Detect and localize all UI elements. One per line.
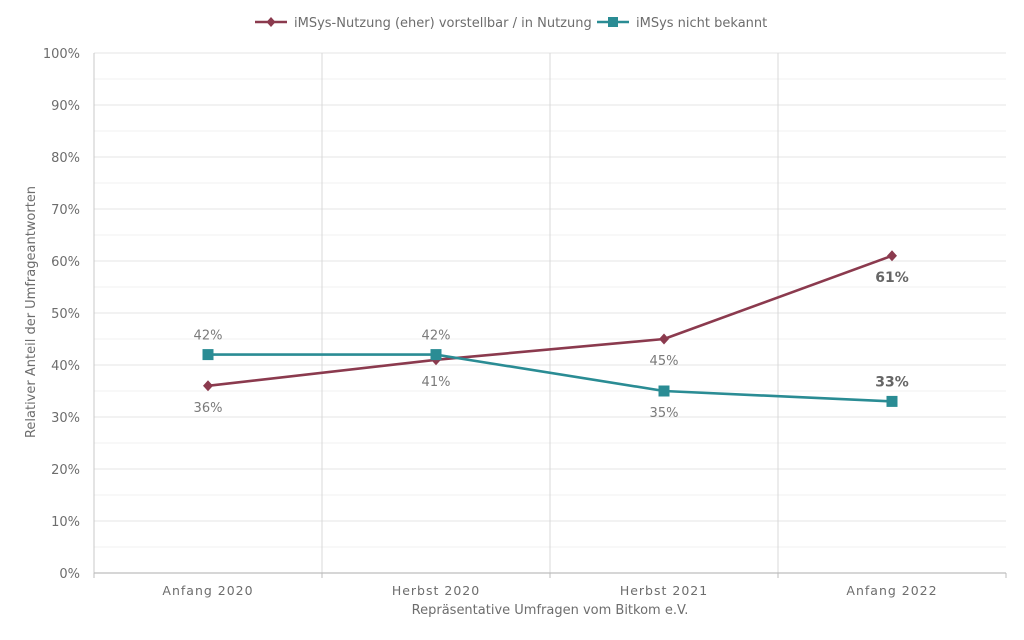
x-tick-label: Herbst 2020 [392,583,480,598]
x-tick-label: Herbst 2021 [620,583,708,598]
x-axis-title: Repräsentative Umfragen vom Bitkom e.V. [412,603,689,618]
data-point-marker [886,395,898,407]
data-label: 35% [650,406,679,421]
data-point-marker [887,250,897,262]
data-point-marker [659,333,669,345]
data-label: 33% [875,374,909,390]
y-tick-label: 20% [51,463,80,478]
y-tick-label: 40% [51,359,80,374]
x-tick-label: Anfang 2020 [162,583,253,598]
legend-label: iMSys-Nutzung (eher) vorstellbar / in Nu… [294,16,592,31]
data-label: 42% [422,329,451,344]
legend: iMSys-Nutzung (eher) vorstellbar / in Nu… [255,16,767,31]
series-line [206,254,894,388]
data-point-marker [658,385,670,397]
legend-marker [266,17,276,27]
data-label: 45% [650,354,679,369]
y-tick-label: 10% [51,515,80,530]
y-tick-label: 50% [51,307,80,322]
y-tick-label: 70% [51,203,80,218]
y-tick-label: 100% [43,47,80,62]
data-point-marker [203,380,213,392]
data-point-marker [430,349,442,361]
axis-layer: 0% 10% 20% 30% 40% 50% 60% 70% 80% 90% 100% Anfang … [43,47,1007,598]
y-tick-label: 80% [51,151,80,166]
data-label: 41% [422,375,451,390]
series-line [206,353,894,403]
x-tick-label: Anfang 2022 [846,583,937,598]
data-label: 42% [194,329,223,344]
data-label: 36% [194,401,223,416]
series-layer [202,250,898,407]
data-label-layer: 36% 41% 45% 61% 42% 42% 35% 33% [194,270,909,421]
y-tick-label: 60% [51,255,80,270]
legend-marker [608,17,618,27]
y-tick-label: 30% [51,411,80,426]
y-axis-title: Relativer Anteil der Umfrageantworten [24,186,39,438]
legend-label: iMSys nicht bekannt [636,16,767,31]
data-label: 61% [875,270,909,286]
y-tick-label: 90% [51,99,80,114]
data-point-marker [202,349,214,361]
y-tick-label: 0% [59,567,80,582]
grid-layer [94,52,1006,573]
